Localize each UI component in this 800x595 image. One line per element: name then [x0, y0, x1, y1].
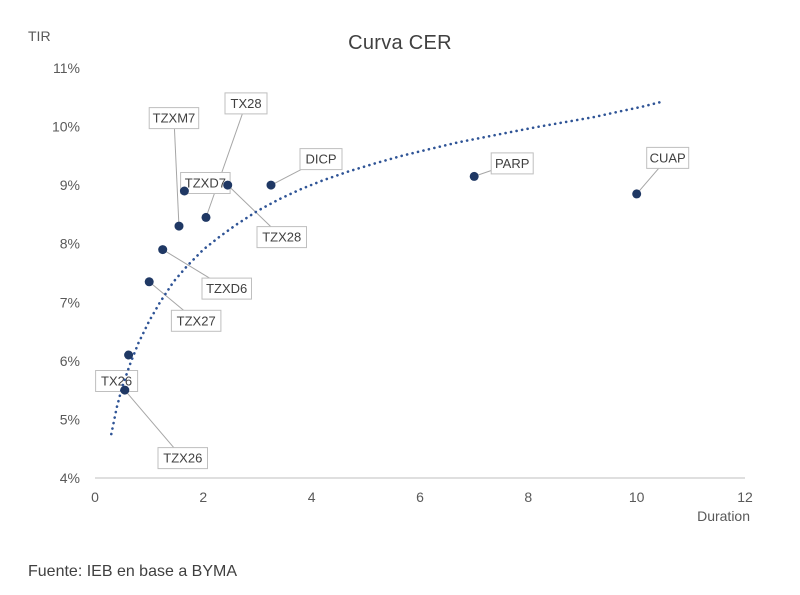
- data-point-tzxd7: [179, 186, 189, 196]
- data-label-text-tzxd7: TZXD7: [185, 176, 226, 191]
- data-point-tzxm7: [174, 221, 184, 231]
- data-label-box-tx28: [224, 92, 268, 115]
- y-axis-tick-label: 6%: [60, 353, 80, 369]
- x-axis-tick-label: 4: [308, 489, 316, 505]
- x-axis-tick-label: 2: [199, 489, 207, 505]
- data-label-text-tzxm7: TZXM7: [153, 111, 196, 126]
- data-label-text-cuap: CUAP: [650, 150, 686, 165]
- label-leader-line: [173, 118, 180, 227]
- data-label-box-tzx28: [256, 226, 307, 249]
- x-axis-title: Duration: [697, 508, 750, 524]
- data-label-box-tzxm7: [148, 107, 200, 130]
- x-axis-tick-label: 10: [629, 489, 645, 505]
- data-label-text-tzx28: TZX28: [262, 230, 301, 245]
- data-label-box-tzxd6: [201, 277, 252, 300]
- y-axis-tick-label: 11%: [53, 60, 80, 76]
- data-point-tzx28: [223, 180, 233, 190]
- source-note: Fuente: IEB en base a BYMA: [28, 563, 238, 580]
- data-point-cuap: [632, 189, 642, 199]
- trendline: [110, 100, 663, 436]
- data-label-text-tzx27: TZX27: [177, 313, 216, 328]
- label-leader-line: [205, 103, 247, 218]
- data-label-text-tzxd6: TZXD6: [206, 281, 247, 296]
- y-axis-tick-label: 4%: [60, 470, 80, 486]
- data-point-tzx26: [120, 385, 130, 395]
- data-label-box-parp: [490, 152, 534, 175]
- data-point-tx28: [201, 212, 211, 222]
- data-label-text-dicp: DICP: [306, 152, 337, 167]
- data-label-text-tx28: TX28: [231, 96, 262, 111]
- y-axis-tick-label: 9%: [60, 177, 80, 193]
- x-axis-tick-label: 0: [91, 489, 99, 505]
- data-label-text-tx26: TX26: [101, 374, 132, 389]
- y-axis-tick-label: 5%: [60, 411, 80, 427]
- data-label-box-dicp: [299, 148, 343, 171]
- label-leader-line: [124, 389, 184, 459]
- x-axis-tick-label: 6: [416, 489, 424, 505]
- data-label-box-tzx26: [157, 447, 208, 470]
- x-axis-tick-label: 12: [737, 489, 753, 505]
- data-label-box-tzx27: [170, 309, 222, 332]
- data-point-tzx27: [144, 277, 154, 287]
- data-point-tzxd6: [158, 245, 168, 255]
- y-axis-tick-label: 7%: [60, 294, 80, 310]
- chart-title: Curva CER: [348, 32, 452, 54]
- data-point-tx26: [124, 350, 134, 360]
- y-axis-tick-label: 8%: [60, 236, 80, 252]
- data-label-text-tzx26: TZX26: [163, 451, 202, 466]
- cer-scatter-chart: 4% 5% 6% 7% 8% 9% 10% 11% 0 2 4 6 8 10 12 TZX26 TX26 TZX2…: [52, 60, 753, 505]
- x-axis-tick-label: 8: [524, 489, 532, 505]
- y-axis-tick-label: 10%: [52, 119, 80, 135]
- data-label-text-parp: PARP: [495, 156, 529, 171]
- data-label-box-cuap: [646, 146, 690, 169]
- data-point-parp: [469, 171, 479, 181]
- data-point-dicp: [266, 180, 276, 190]
- y-axis-title: TIR: [28, 28, 51, 44]
